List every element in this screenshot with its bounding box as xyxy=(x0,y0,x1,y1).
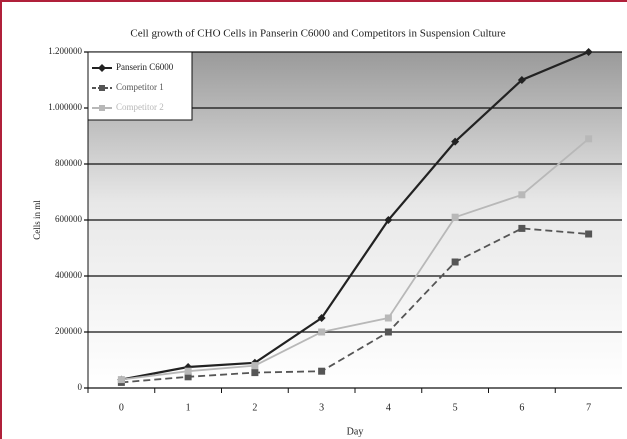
legend-marker xyxy=(98,64,106,72)
point xyxy=(384,216,393,224)
y-tick-label: 0 xyxy=(78,382,83,392)
point xyxy=(451,137,460,146)
y-tick-label: 600000 xyxy=(55,214,83,224)
point xyxy=(451,213,459,221)
x-tick-label: 0 xyxy=(119,402,124,413)
point xyxy=(584,48,593,56)
x-tick-label: 6 xyxy=(519,402,524,413)
point xyxy=(184,373,192,381)
point xyxy=(585,230,593,238)
x-tick-label: 4 xyxy=(386,402,391,413)
point xyxy=(184,367,192,375)
legend-marker xyxy=(99,105,105,111)
point xyxy=(317,314,326,322)
point xyxy=(318,367,326,375)
point xyxy=(251,362,259,370)
y-tick-label: 200000 xyxy=(55,326,83,336)
x-tick-label: 3 xyxy=(319,402,324,413)
legend-label: Competitor 2 xyxy=(116,102,164,112)
legend-marker xyxy=(99,85,105,91)
y-tick-label: 1.000000 xyxy=(48,102,82,112)
y-axis-label: Cells in ml xyxy=(32,200,42,240)
point xyxy=(318,328,326,336)
point xyxy=(518,224,526,232)
point xyxy=(518,191,526,199)
point xyxy=(451,258,459,266)
x-axis-label: Day xyxy=(347,426,364,437)
point xyxy=(585,135,593,143)
point xyxy=(117,376,125,384)
x-tick-label: 7 xyxy=(586,402,591,413)
x-tick-label: 2 xyxy=(252,402,257,413)
point xyxy=(251,369,259,377)
point xyxy=(384,314,392,322)
legend-label: Panserin C6000 xyxy=(116,62,174,72)
series-line xyxy=(121,50,590,381)
point xyxy=(384,328,392,336)
series-line xyxy=(121,138,590,381)
point xyxy=(517,76,526,84)
y-tick-label: 800000 xyxy=(55,158,83,168)
y-tick-label: 1.200000 xyxy=(48,46,82,56)
x-tick-label: 1 xyxy=(186,402,191,413)
series-line xyxy=(121,227,589,384)
legend-label: Competitor 1 xyxy=(116,82,164,92)
y-tick-label: 400000 xyxy=(55,270,83,280)
chart-title: Cell growth of CHO Cells in Panserin C60… xyxy=(130,28,505,40)
x-tick-label: 5 xyxy=(453,402,458,413)
